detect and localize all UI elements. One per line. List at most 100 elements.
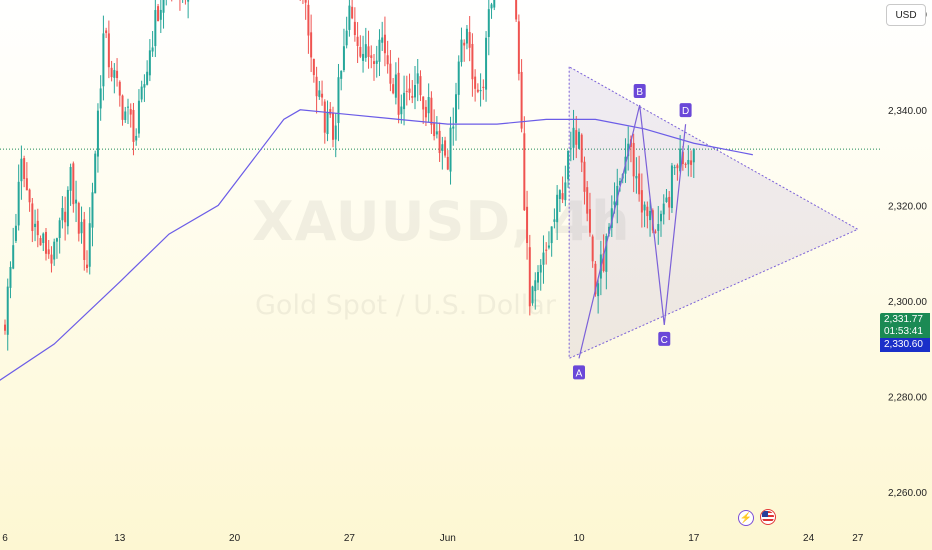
candle-body <box>378 39 381 62</box>
candle-body <box>627 143 630 157</box>
candle-body <box>356 36 359 47</box>
candle-body <box>342 46 345 71</box>
candle-body <box>135 135 138 141</box>
candle-body <box>304 0 307 3</box>
candle-body <box>157 6 160 22</box>
candle-body <box>531 286 534 304</box>
candle-body <box>403 92 406 110</box>
candle-body <box>586 187 589 214</box>
candle-body <box>88 223 91 267</box>
x-tick-label: 20 <box>229 533 241 544</box>
candle-body <box>465 28 468 44</box>
last-price-tag: 2,331.77 01:53:41 <box>880 313 930 339</box>
candle-body <box>55 238 58 242</box>
candle-body <box>373 61 375 64</box>
candle-body <box>660 213 662 222</box>
candle-body <box>75 199 78 204</box>
candle-body <box>80 221 83 234</box>
candle-body <box>113 70 116 78</box>
candle-body <box>542 252 545 265</box>
candle-body <box>326 111 329 135</box>
candle-body <box>490 4 493 9</box>
candle-body <box>657 224 660 231</box>
x-tick-label: 27 <box>344 533 356 544</box>
candle-body <box>679 148 682 172</box>
candle-body <box>118 81 121 96</box>
candle-body <box>408 88 411 93</box>
candle-body <box>575 130 578 145</box>
candle-body <box>61 207 64 221</box>
candle-body <box>107 33 110 68</box>
candle-body <box>47 249 50 255</box>
candle-body <box>187 0 190 2</box>
candle-body <box>690 160 693 165</box>
candle-body <box>613 201 616 205</box>
pattern-point-label: C <box>661 335 668 346</box>
candle-body <box>340 70 343 79</box>
x-tick-label: Jun <box>440 533 456 544</box>
candle-body <box>116 70 119 79</box>
candle-body <box>654 231 657 233</box>
triangle-pattern <box>568 65 859 360</box>
candle-body <box>25 178 28 191</box>
candle-body <box>616 185 619 206</box>
last-price-value: 2,331.77 <box>884 314 923 325</box>
candle-body <box>422 96 425 110</box>
candle-body <box>676 165 679 169</box>
candle-body <box>370 55 373 58</box>
candle-body <box>83 219 86 260</box>
candle-body <box>632 142 635 177</box>
candle-body <box>392 84 395 94</box>
pattern-point-marker <box>658 331 671 346</box>
candle-body <box>460 39 463 63</box>
lightning-icon[interactable]: ⚡ <box>738 510 754 526</box>
candle-body <box>58 220 61 238</box>
ma-value-tag: 2,330.60 <box>880 338 930 352</box>
candle-body <box>45 231 47 254</box>
candle-body <box>321 93 324 98</box>
candle-body <box>23 158 26 179</box>
candle-body <box>383 34 386 54</box>
candle-body <box>605 236 608 272</box>
abcd-pattern-line <box>578 104 687 359</box>
candle-body <box>154 10 157 47</box>
candle-body <box>66 189 69 227</box>
candle-body <box>610 208 613 228</box>
moving-average-line <box>0 109 753 381</box>
candle-body <box>77 203 80 234</box>
candle-body <box>50 254 53 264</box>
candle-body <box>348 5 351 30</box>
candle-body <box>9 266 12 288</box>
candle-body <box>102 33 105 87</box>
candle-body <box>487 9 490 38</box>
candle-body <box>105 30 108 34</box>
us-flag-icon[interactable] <box>760 509 776 525</box>
candle-body <box>662 203 665 215</box>
candle-body <box>670 165 673 208</box>
x-tick-label: 13 <box>114 533 126 544</box>
candle-body <box>638 173 641 195</box>
x-tick-label: 27 <box>852 533 864 544</box>
candle-body <box>140 86 143 100</box>
candle-body <box>692 148 695 163</box>
candle-body <box>419 76 422 96</box>
candle-body <box>159 9 162 20</box>
candle-body <box>405 90 408 92</box>
candle-body <box>427 97 430 114</box>
candle-body <box>452 126 455 129</box>
candle-body <box>53 241 56 260</box>
candle-body <box>146 71 149 85</box>
candle-body <box>91 192 94 228</box>
candle-body <box>162 0 165 13</box>
currency-button[interactable]: USD <box>886 4 926 26</box>
candle-body <box>561 193 564 200</box>
candle-body <box>94 153 97 194</box>
candle-body <box>151 47 154 52</box>
candle-body <box>39 238 42 246</box>
candle-body <box>364 44 367 58</box>
candle-body <box>578 131 580 149</box>
candle-body <box>547 245 550 248</box>
